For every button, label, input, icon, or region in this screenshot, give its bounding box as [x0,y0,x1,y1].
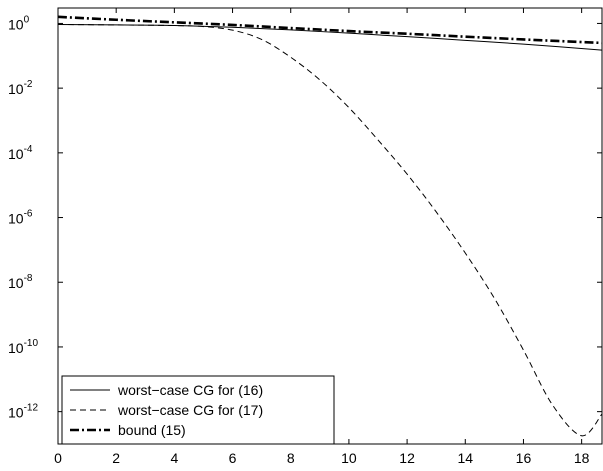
legend-box [61,375,335,445]
legend-label-3: bound (15) [118,422,186,438]
y-tick-label: 10-12 [8,403,38,421]
series-line-1 [58,23,602,51]
series-line-3 [58,15,602,45]
legend-label-1: worst−case CG for (16) [117,382,263,398]
series-layer [58,15,602,437]
x-tick-label: 0 [54,450,62,466]
y-tick-label: 100 [8,14,30,32]
y-tick-label: 10-2 [8,79,33,97]
x-tick-label: 14 [457,450,473,466]
x-tick-label: 2 [112,450,120,466]
series-line-2 [58,23,602,437]
y-tick-label: 10-8 [8,273,33,291]
x-tick-label: 18 [574,450,590,466]
x-tick-label: 4 [170,450,178,466]
y-tick-label: 10-4 [8,144,33,162]
x-tick-label: 16 [516,450,532,466]
y-tick-label: 10-6 [8,209,33,227]
x-tick-label: 8 [287,450,295,466]
x-tick-label: 6 [229,450,237,466]
legend: worst−case CG for (16) worst−case CG for … [61,375,335,445]
y-tick-label: 10-10 [8,338,38,356]
legend-label-2: worst−case CG for (17) [117,402,263,418]
axes-layer: 0 2 4 6 8 10 12 14 16 18 100 10-2 10-4 10-6 10-8 10-10 1… [8,7,603,466]
x-tick-label: 12 [399,450,415,466]
x-tick-label: 10 [341,450,357,466]
